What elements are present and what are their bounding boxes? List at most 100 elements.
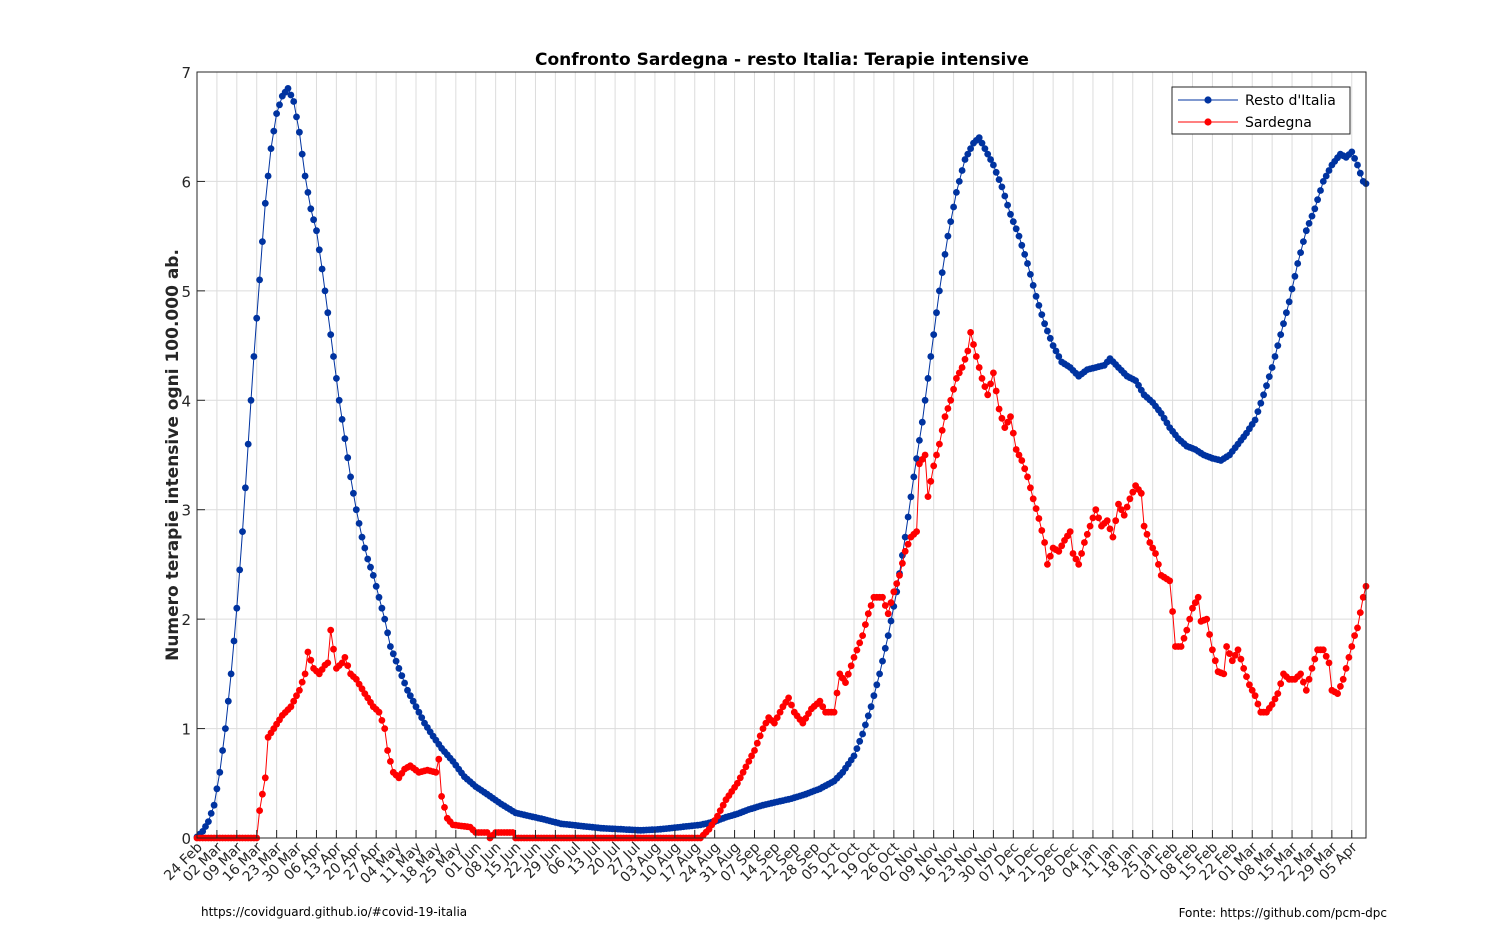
data-point — [785, 694, 792, 702]
data-point — [1351, 155, 1358, 162]
data-point — [1186, 615, 1194, 623]
data-point — [1359, 593, 1367, 601]
data-point — [853, 745, 861, 752]
data-point — [1339, 675, 1347, 683]
data-point — [1268, 701, 1276, 708]
data-point — [714, 812, 721, 820]
data-point — [967, 329, 974, 336]
y-tick-label: 4 — [181, 392, 191, 410]
data-point — [921, 451, 929, 459]
data-point — [1203, 615, 1211, 623]
data-point — [978, 375, 986, 382]
data-point — [1280, 320, 1287, 328]
data-point — [844, 670, 852, 678]
data-point — [310, 216, 317, 224]
data-point — [927, 477, 935, 485]
data-point — [1035, 515, 1043, 522]
data-point — [981, 145, 989, 153]
data-point — [1234, 646, 1242, 654]
data-point — [247, 396, 255, 404]
legend-item-sardegna: Sardegna — [1178, 115, 1312, 131]
data-point — [850, 654, 858, 661]
data-point — [1314, 196, 1321, 204]
data-point — [753, 739, 761, 747]
data-point — [853, 646, 861, 654]
data-point — [1049, 342, 1057, 349]
data-point — [1106, 525, 1114, 533]
data-point — [1354, 624, 1361, 632]
data-point — [950, 385, 957, 393]
data-point — [1075, 561, 1083, 568]
data-point — [773, 714, 781, 721]
data-point — [995, 176, 1003, 184]
data-point — [1354, 161, 1361, 169]
data-point — [1283, 309, 1290, 317]
data-point — [1103, 517, 1111, 525]
data-point — [389, 650, 397, 658]
data-point — [1120, 511, 1128, 519]
data-point — [1052, 347, 1060, 355]
data-point — [742, 763, 750, 771]
data-point — [879, 657, 886, 665]
data-point — [833, 689, 841, 697]
data-point — [879, 593, 886, 601]
data-point — [990, 161, 997, 169]
data-point — [1274, 342, 1282, 349]
data-point — [862, 621, 869, 628]
data-point — [788, 701, 795, 709]
data-point — [816, 697, 824, 705]
data-point — [1086, 522, 1094, 530]
data-point — [418, 714, 426, 721]
data-point — [1140, 522, 1148, 530]
data-point — [1078, 550, 1085, 557]
data-point — [324, 309, 332, 317]
data-point — [975, 134, 983, 142]
data-point — [1356, 169, 1364, 177]
data-point — [296, 128, 303, 136]
data-point — [1317, 187, 1324, 194]
data-point — [307, 656, 315, 664]
data-point — [734, 779, 741, 787]
data-point — [338, 659, 346, 667]
data-point — [1345, 654, 1353, 661]
y-tick-label: 5 — [181, 283, 191, 301]
data-point — [330, 353, 337, 360]
data-point — [1095, 514, 1102, 522]
data-point — [1092, 506, 1100, 514]
data-point — [961, 156, 969, 163]
data-point — [1155, 561, 1162, 568]
data-point — [273, 110, 280, 117]
data-point — [375, 593, 383, 601]
data-point — [850, 752, 858, 760]
data-point — [1263, 382, 1270, 390]
data-point — [967, 145, 974, 153]
series-1 — [193, 329, 1370, 842]
data-point — [1007, 413, 1014, 421]
data-point — [1004, 418, 1011, 426]
data-point — [1189, 604, 1196, 612]
data-point — [995, 405, 1003, 413]
data-point — [1166, 577, 1174, 585]
data-point — [1319, 646, 1327, 654]
data-point — [1001, 192, 1009, 200]
data-point — [341, 435, 349, 442]
y-tick-label: 2 — [181, 611, 191, 629]
y-axis: 0 1 2 3 4 5 6 7 — [181, 64, 205, 848]
data-point — [261, 199, 269, 207]
data-point — [304, 648, 312, 656]
data-point — [947, 396, 955, 404]
data-point — [1288, 285, 1296, 293]
series-0 — [193, 85, 1370, 841]
data-point — [1319, 178, 1327, 185]
data-point — [1311, 655, 1319, 663]
data-point — [375, 708, 383, 716]
data-point — [335, 396, 343, 404]
data-point — [290, 697, 298, 705]
data-point — [1089, 514, 1097, 522]
data-point — [404, 686, 411, 694]
data-point — [387, 758, 394, 765]
y-tick-label: 3 — [181, 502, 191, 520]
plot-frame — [196, 71, 1367, 839]
data-point — [950, 203, 957, 211]
data-point — [1294, 260, 1302, 267]
